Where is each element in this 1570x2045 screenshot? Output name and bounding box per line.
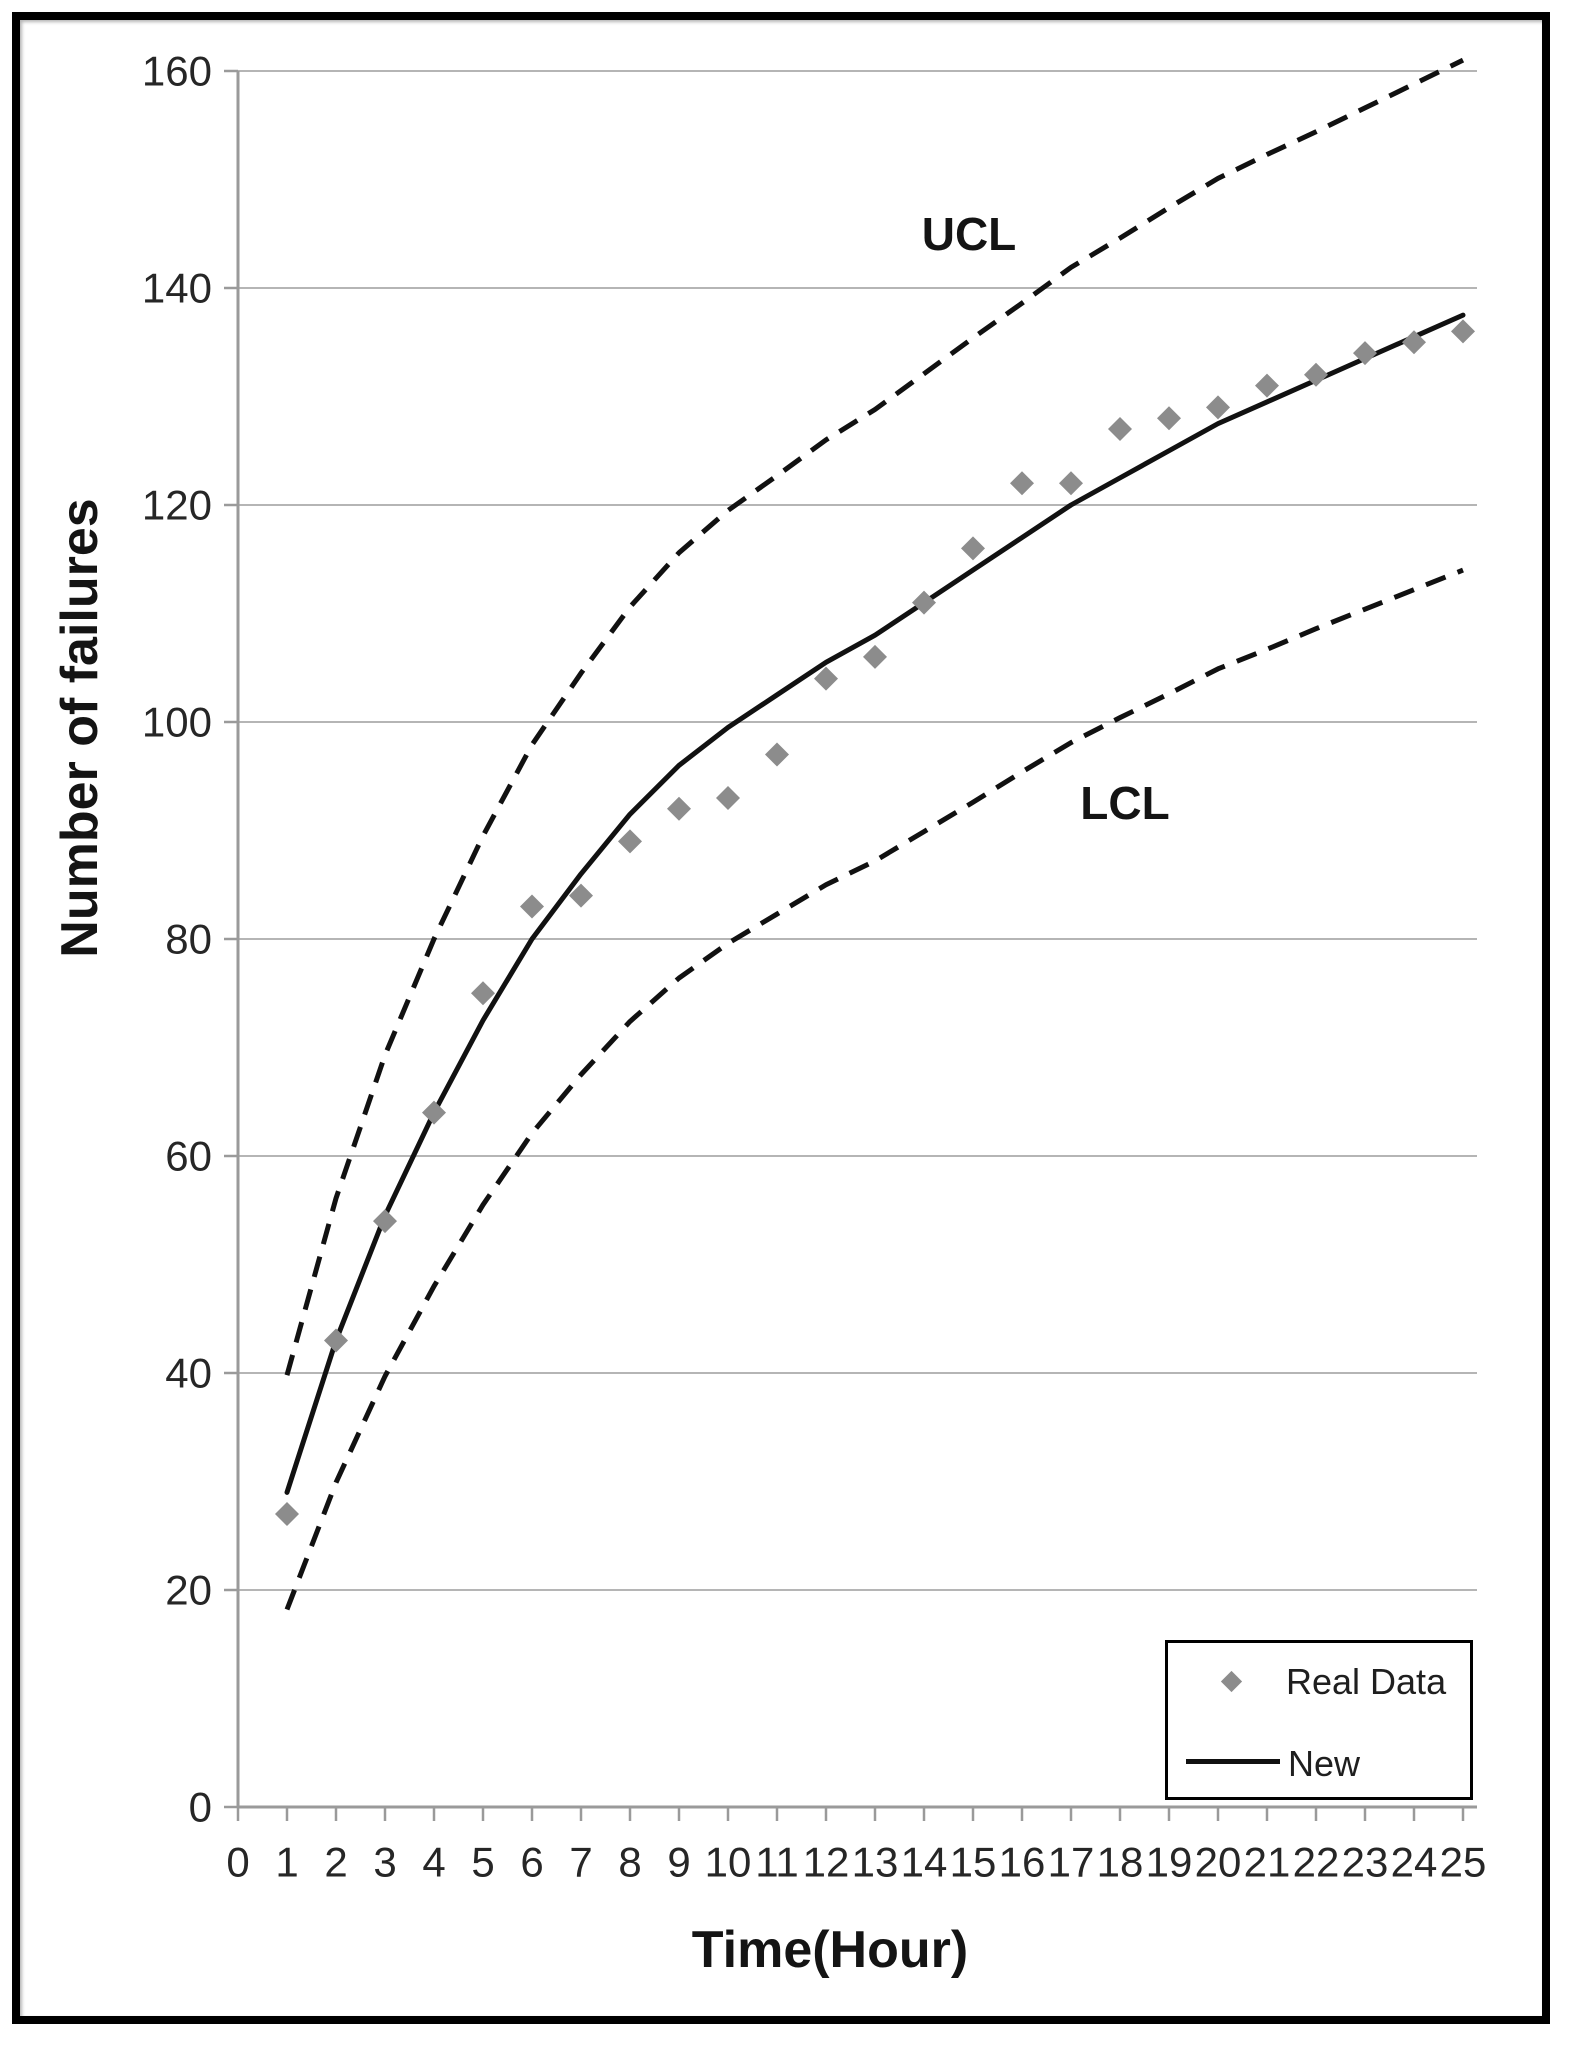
real-data-point	[1451, 319, 1475, 344]
new-model-curve	[284, 312, 1466, 1495]
x-tick-label: 13	[852, 1838, 899, 1885]
real-data-point	[814, 666, 838, 691]
real-data-point	[863, 644, 887, 669]
legend-item-new: New	[1288, 1743, 1361, 1784]
x-tick-label: 6	[520, 1838, 543, 1885]
x-tick-label: 5	[471, 1838, 494, 1885]
real-data-point	[667, 796, 691, 821]
diamond-icon	[1220, 1670, 1243, 1693]
x-tick-label: 17	[1048, 1838, 1095, 1885]
x-axis-title: Time(Hour)	[691, 1921, 969, 1979]
y-tick-label: 100	[142, 699, 212, 746]
x-tick-label: 0	[226, 1838, 249, 1885]
real-data-point	[275, 1502, 299, 1527]
x-tick-label: 7	[569, 1838, 592, 1885]
y-tick-label: 20	[165, 1567, 212, 1614]
y-tick-label: 160	[142, 48, 212, 95]
real-data-point	[1059, 471, 1083, 496]
x-tick-label: 22	[1293, 1838, 1340, 1885]
y-tick-label: 40	[165, 1350, 212, 1397]
x-tick-label: 11	[755, 1838, 799, 1885]
x-tick-label: 8	[618, 1838, 641, 1885]
x-tick-label: 25	[1440, 1838, 1487, 1885]
real-data-point	[373, 1209, 397, 1234]
real-data-point	[1255, 373, 1279, 398]
ucl-annotation: UCL	[921, 208, 1017, 260]
real-data-point	[569, 883, 593, 908]
x-tick-label: 10	[705, 1838, 752, 1885]
real-data-point	[1108, 417, 1132, 442]
gridlines-group	[238, 70, 1477, 1591]
real-data-point	[1157, 406, 1181, 431]
ucl-curve	[284, 57, 1465, 1376]
real-data-point	[1304, 362, 1328, 387]
real-data-point	[618, 829, 642, 854]
real-data-point	[912, 590, 936, 615]
x-tick-label: 16	[999, 1838, 1046, 1885]
scatter-points-group	[275, 319, 1475, 1527]
x-tick-label: 15	[950, 1838, 997, 1885]
x-tick-label: 3	[373, 1838, 396, 1885]
real-data-point	[1402, 330, 1426, 355]
x-tick-label: 18	[1097, 1838, 1144, 1885]
x-tick-label: 4	[422, 1838, 445, 1885]
real-data-point	[471, 981, 495, 1006]
figure-border-frame	[12, 12, 1550, 2024]
real-data-point	[1353, 341, 1377, 366]
x-tick-label: 14	[901, 1838, 948, 1885]
legend-box: Real Data New	[1165, 1640, 1473, 1800]
x-tick-label: 12	[803, 1838, 850, 1885]
x-tick-label: 20	[1195, 1838, 1242, 1885]
x-tick-label: 19	[1146, 1838, 1193, 1885]
x-tick-label: 9	[667, 1838, 690, 1885]
real-data-point	[765, 742, 789, 767]
y-tick-label: 0	[189, 1784, 212, 1831]
y-tick-label: 60	[165, 1133, 212, 1180]
legend-item-real-data: Real Data	[1286, 1661, 1447, 1702]
x-tick-label: 2	[324, 1838, 347, 1885]
lcl-curve	[284, 567, 1464, 1611]
real-data-point	[716, 785, 740, 810]
real-data-point	[520, 894, 544, 919]
real-data-point	[1010, 471, 1034, 496]
real-data-point	[1206, 395, 1230, 420]
x-tick-label: 24	[1391, 1838, 1438, 1885]
line-sample-icon	[1186, 1759, 1280, 1764]
real-data-point	[961, 536, 985, 561]
x-tick-label: 1	[275, 1838, 298, 1885]
real-data-point	[324, 1328, 348, 1353]
curves-group	[284, 57, 1466, 1611]
x-tick-label: 21	[1244, 1838, 1291, 1885]
y-tick-label: 140	[142, 265, 212, 312]
real-data-point	[422, 1100, 446, 1125]
y-tick-label: 120	[142, 482, 212, 529]
lcl-annotation: LCL	[1080, 777, 1170, 829]
y-axis-title: Number of failures	[51, 498, 109, 958]
x-tick-label: 23	[1342, 1838, 1389, 1885]
axes-group	[224, 69, 1477, 1821]
y-tick-label: 80	[165, 916, 212, 963]
